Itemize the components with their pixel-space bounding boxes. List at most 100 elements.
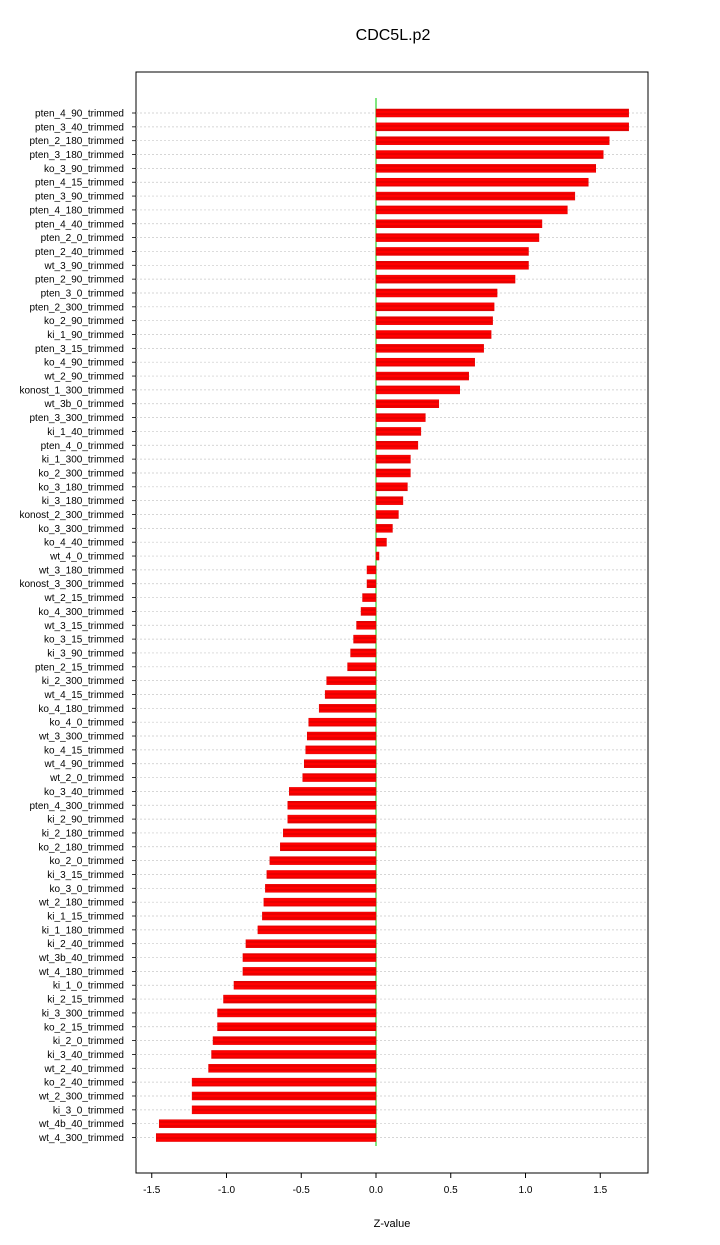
category-label: ko_2_15_trimmed — [44, 1022, 124, 1033]
category-label: ki_2_40_trimmed — [47, 939, 124, 950]
category-label: pten_4_180_trimmed — [29, 205, 124, 216]
bars — [155, 108, 629, 1142]
category-label: wt_2_40_trimmed — [44, 1064, 124, 1075]
category-label: ki_2_0_trimmed — [53, 1036, 124, 1047]
category-label: pten_4_15_trimmed — [35, 178, 124, 189]
bar — [289, 787, 377, 796]
bar — [326, 676, 377, 685]
bar — [211, 1050, 377, 1059]
bar — [375, 357, 475, 367]
bar — [303, 759, 377, 768]
category-label: ki_2_300_trimmed — [42, 676, 124, 687]
bar — [375, 496, 404, 505]
bar — [191, 1077, 377, 1087]
bar — [223, 994, 377, 1004]
bar — [306, 731, 377, 741]
bar — [283, 828, 377, 838]
bar — [375, 482, 408, 492]
bar — [375, 468, 411, 478]
category-label: pten_4_40_trimmed — [35, 219, 124, 230]
bar — [266, 870, 377, 879]
bar — [158, 1119, 377, 1128]
category-label: pten_2_180_trimmed — [29, 136, 124, 147]
bar — [375, 219, 543, 229]
x-tick-label: -1.5 — [143, 1185, 161, 1196]
bar — [242, 953, 377, 962]
bar — [375, 427, 422, 436]
category-label: pten_2_300_trimmed — [29, 302, 124, 313]
category-label: wt_4_180_trimmed — [38, 967, 124, 978]
bar — [375, 302, 495, 312]
bar — [287, 814, 377, 824]
category-label: ki_3_15_trimmed — [47, 870, 124, 881]
category-label: ki_1_15_trimmed — [47, 912, 124, 923]
bar — [155, 1133, 377, 1142]
category-label: pten_2_40_trimmed — [35, 247, 124, 258]
bar — [375, 454, 411, 464]
category-label: konost_1_300_trimmed — [19, 385, 124, 396]
category-label: pten_4_0_trimmed — [41, 441, 124, 452]
bar — [191, 1105, 377, 1115]
bar — [375, 191, 576, 201]
category-label: ko_2_90_trimmed — [44, 316, 124, 327]
bar — [362, 593, 377, 602]
category-label: pten_3_90_trimmed — [35, 192, 124, 203]
category-label: ki_3_300_trimmed — [42, 1008, 124, 1019]
x-tick-label: 0.0 — [369, 1185, 383, 1196]
x-axis-label: Z-value — [374, 1218, 411, 1230]
category-label: ko_3_0_trimmed — [50, 884, 124, 895]
bar — [287, 801, 377, 810]
bar — [375, 385, 460, 395]
category-label: ki_2_90_trimmed — [47, 815, 124, 826]
category-label: pten_3_300_trimmed — [29, 413, 124, 424]
category-label: ko_4_90_trimmed — [44, 358, 124, 369]
bar — [375, 177, 589, 187]
category-label: ko_2_180_trimmed — [38, 842, 124, 853]
x-tick-label: 1.0 — [519, 1185, 533, 1196]
x-tick-label: 1.5 — [593, 1185, 607, 1196]
bar — [308, 717, 377, 727]
category-label: ki_3_40_trimmed — [47, 1050, 124, 1061]
bar — [375, 524, 393, 533]
category-label: wt_3_180_trimmed — [38, 565, 124, 576]
category-label: ko_2_0_trimmed — [50, 856, 124, 867]
bar — [257, 925, 377, 935]
bar — [375, 551, 380, 561]
category-label: pten_2_15_trimmed — [35, 662, 124, 673]
category-label: ki_2_180_trimmed — [42, 828, 124, 839]
bar — [280, 842, 377, 852]
category-label: pten_4_300_trimmed — [29, 801, 124, 812]
bar — [191, 1091, 377, 1101]
bar — [208, 1064, 377, 1073]
category-label: wt_4b_40_trimmed — [38, 1119, 124, 1130]
bar — [269, 856, 377, 865]
category-label: ko_2_300_trimmed — [38, 468, 124, 479]
bar — [305, 745, 377, 755]
category-label: konost_2_300_trimmed — [19, 510, 124, 521]
bar — [375, 441, 419, 450]
bar — [347, 662, 377, 672]
category-label: wt_3b_0_trimmed — [44, 399, 124, 410]
bar — [375, 122, 629, 132]
category-label: ki_1_0_trimmed — [53, 981, 124, 992]
category-label: pten_4_90_trimmed — [35, 109, 124, 120]
x-tick-label: -0.5 — [293, 1185, 311, 1196]
bar — [375, 316, 493, 325]
category-label: ko_3_180_trimmed — [38, 482, 124, 493]
bar — [302, 773, 377, 782]
category-labels: pten_4_90_trimmed pten_3_40_trimmed pten_2… — [19, 109, 136, 1144]
category-label: pten_2_90_trimmed — [35, 275, 124, 286]
bar — [217, 1008, 377, 1018]
category-label: wt_2_180_trimmed — [38, 898, 124, 909]
bar — [375, 537, 387, 547]
x-axis: -1.5 -1.0 -0.5 0.0 0.5 1.0 1.5 — [143, 1173, 608, 1196]
category-label: wt_4_90_trimmed — [44, 759, 124, 770]
bar — [375, 274, 516, 284]
category-label: wt_3_15_trimmed — [44, 621, 124, 632]
bar — [375, 108, 629, 118]
bar — [375, 399, 440, 408]
category-label: ko_4_300_trimmed — [38, 607, 124, 618]
category-label: pten_3_0_trimmed — [41, 288, 124, 299]
x-tick-label: 0.5 — [444, 1185, 458, 1196]
